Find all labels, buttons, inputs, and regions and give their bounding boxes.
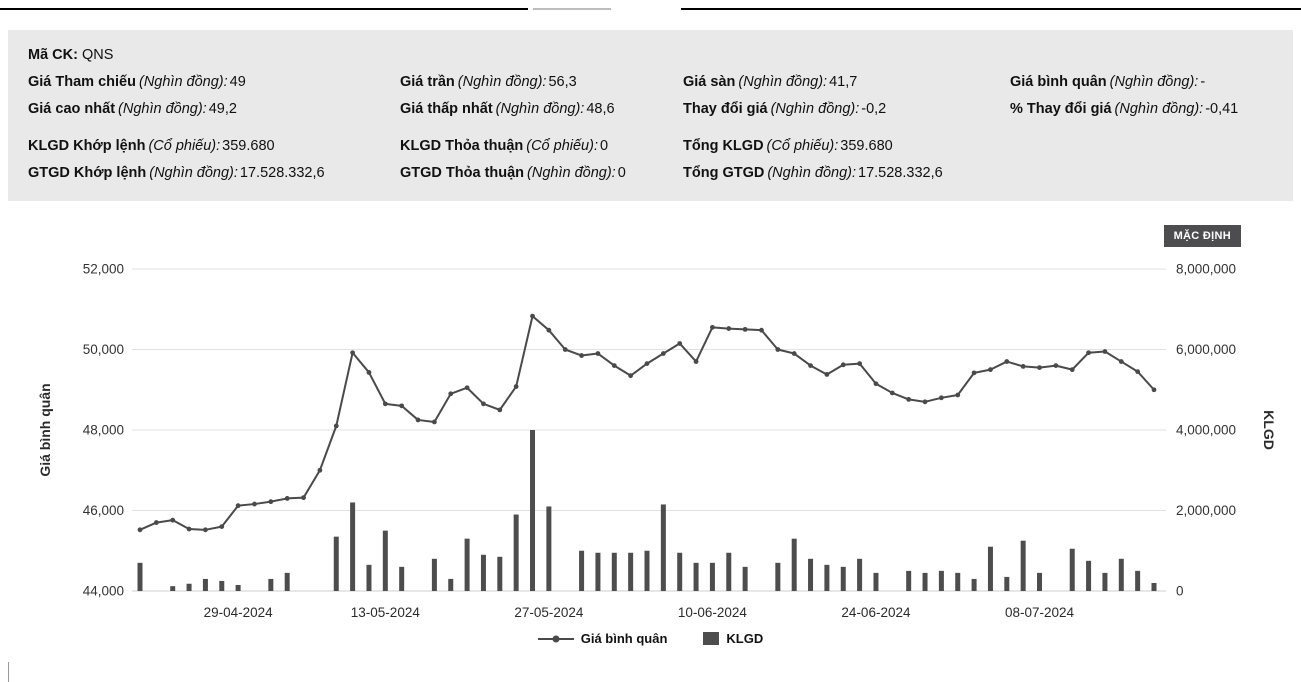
- info-cell-gia-cao-nhat: Giá cao nhất (Nghìn đồng): 49,2: [28, 101, 237, 117]
- info-cell-gia-tran: Giá trần (Nghìn đồng): 56,3: [400, 74, 577, 90]
- divider-segment-middle: [533, 8, 611, 10]
- svg-text:46,000: 46,000: [83, 503, 124, 518]
- info-cell-gtgd-thoa-thuan: GTGD Thỏa thuận (Nghìn đồng): 0: [400, 165, 626, 181]
- ticker-row: Mã CK: QNS: [28, 42, 1273, 69]
- bottom-left-tick: [8, 662, 9, 682]
- ticker-label: Mã CK:: [28, 47, 78, 63]
- info-cell-spacer-1: [1010, 133, 1273, 160]
- info-cell-gtgd-khop-lenh: GTGD Khớp lệnh (Nghìn đồng): 17.528.332,6: [28, 165, 325, 181]
- svg-text:10-06-2024: 10-06-2024: [678, 605, 748, 620]
- info-cell-gia-tham-chieu: Giá Tham chiếu (Nghìn đồng): 49: [28, 74, 246, 90]
- info-grid-volumes: KLGD Khớp lệnh (Cổ phiếu): 359.680 KLGD Th…: [28, 133, 1273, 187]
- svg-text:13-05-2024: 13-05-2024: [351, 605, 421, 620]
- svg-text:0: 0: [1176, 584, 1184, 599]
- info-cell-pct-thay-doi-gia: % Thay đổi giá (Nghìn đồng): -0,41: [1010, 101, 1239, 117]
- info-cell-thay-doi-gia: Thay đổi giá (Nghìn đồng): -0,2: [683, 101, 887, 117]
- svg-text:Giá bình quân: Giá bình quân: [37, 383, 53, 476]
- svg-text:KLGD: KLGD: [1261, 410, 1277, 450]
- price-volume-chart[interactable]: 44,000 46,000 48,000 50,000 52,000 0 2,000,000…: [8, 207, 1293, 627]
- top-divider: [0, 0, 1301, 22]
- svg-text:44,000: 44,000: [83, 584, 124, 599]
- info-cell-spacer-2: [1010, 160, 1273, 187]
- info-grid-prices: Giá Tham chiếu (Nghìn đồng): 49 Giá trần (N…: [28, 69, 1273, 123]
- legend-label-volume: KLGD: [726, 631, 764, 646]
- svg-text:6,000,000: 6,000,000: [1176, 342, 1236, 357]
- svg-text:48,000: 48,000: [83, 423, 124, 438]
- ticker-value: QNS: [81, 47, 114, 63]
- divider-segment-left: [0, 8, 528, 10]
- info-cell-gia-san: Giá sàn (Nghìn đồng): 41,7: [683, 74, 858, 90]
- info-cell-tong-gtgd: Tổng GTGD (Nghìn đồng): 17.528.332,6: [683, 165, 943, 181]
- legend-item-volume[interactable]: KLGD: [703, 631, 763, 646]
- info-cell-klgd-khop-lenh: KLGD Khớp lệnh (Cổ phiếu): 359.680: [28, 138, 275, 154]
- default-view-button[interactable]: MẶC ĐỊNH: [1163, 225, 1241, 247]
- legend-line-icon: [537, 635, 574, 642]
- legend-label-price: Giá bình quân: [580, 631, 668, 646]
- svg-text:2,000,000: 2,000,000: [1176, 503, 1236, 518]
- divider-segment-right: [681, 8, 1301, 10]
- info-cell-gia-binh-quan: Giá bình quân (Nghìn đồng): -: [1010, 74, 1206, 90]
- svg-text:4,000,000: 4,000,000: [1176, 423, 1236, 438]
- info-cell-tong-klgd: Tổng KLGD (Cổ phiếu): 359.680: [683, 138, 893, 154]
- chart-area: MẶC ĐỊNH 44,000 46,000 48,000 50,000 52,000 0…: [8, 207, 1293, 669]
- legend-bar-icon: [703, 632, 720, 645]
- info-cell-gia-thap-nhat: Giá thấp nhất (Nghìn đồng): 48,6: [400, 101, 615, 117]
- svg-text:50,000: 50,000: [83, 342, 124, 357]
- info-cell-klgd-thoa-thuan: KLGD Thỏa thuận (Cổ phiếu): 0: [400, 138, 609, 154]
- svg-text:29-04-2024: 29-04-2024: [204, 605, 274, 620]
- chart-legend: Giá bình quân KLGD: [8, 631, 1293, 646]
- legend-item-price[interactable]: Giá bình quân: [537, 631, 668, 646]
- svg-text:27-05-2024: 27-05-2024: [514, 605, 584, 620]
- svg-text:24-06-2024: 24-06-2024: [841, 605, 911, 620]
- svg-text:8,000,000: 8,000,000: [1176, 262, 1236, 277]
- stock-info-panel: Mã CK: QNS Giá Tham chiếu (Nghìn đồng): 49…: [8, 30, 1293, 201]
- svg-text:08-07-2024: 08-07-2024: [1005, 605, 1075, 620]
- svg-text:52,000: 52,000: [83, 262, 124, 277]
